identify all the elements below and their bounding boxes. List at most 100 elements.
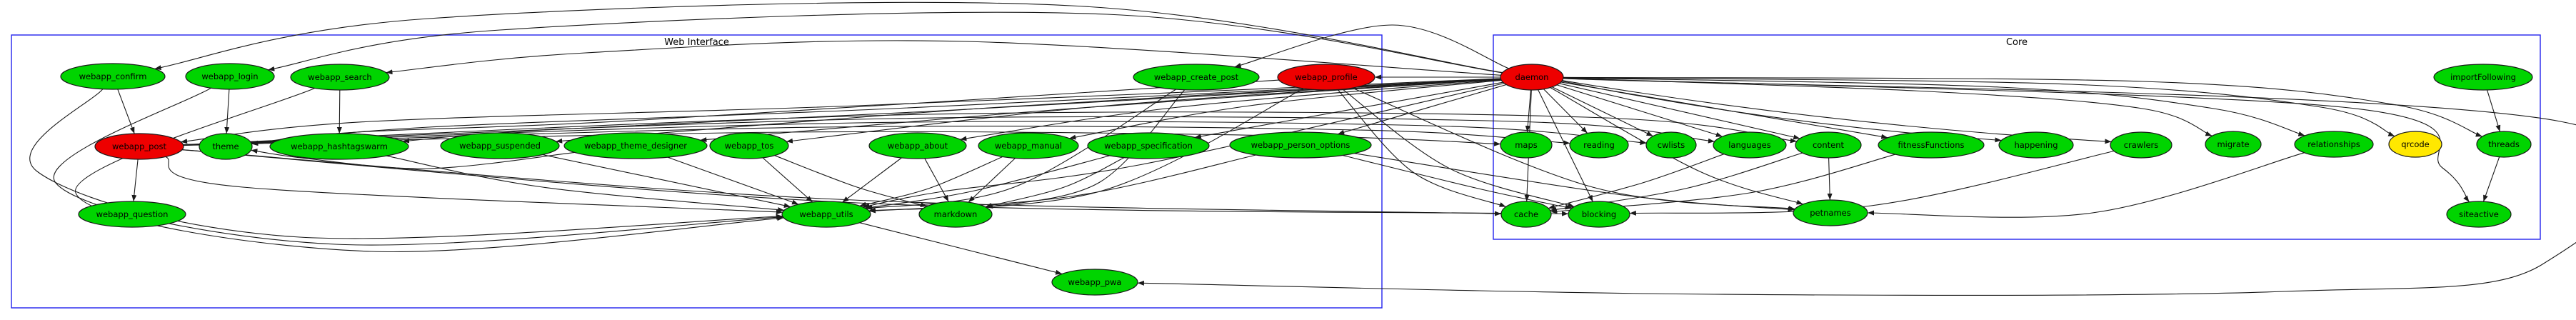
node-ellipse-petnames — [1793, 199, 1868, 226]
edge-daemon-webapp_specification — [1194, 81, 1503, 139]
node-ellipse-webapp_tos — [709, 132, 789, 159]
node-ellipse-maps — [1500, 131, 1553, 159]
edge-webapp_utils-webapp_pwa — [859, 222, 1063, 275]
edge-webapp_create_post-markdown — [986, 89, 1186, 209]
node-happening: happening — [1998, 131, 2074, 159]
node-ellipse-importFollowing — [2433, 64, 2533, 91]
node-label-webapp_utils: webapp_utils — [799, 209, 853, 219]
edge-webapp_suspended-webapp_utils — [542, 154, 791, 208]
node-label-webapp_suspended: webapp_suspended — [459, 141, 541, 151]
node-ellipse-webapp_specification — [1087, 132, 1210, 159]
node-label-reading: reading — [1583, 140, 1615, 150]
edge-daemon-webapp_pwa — [1137, 78, 2576, 296]
edge-webapp_post-webapp_question — [131, 159, 139, 202]
edge-daemon-qrcode — [1563, 77, 2395, 137]
edge-daemon-siteactive — [1563, 78, 2470, 203]
edge-webapp_search-webapp_hashtagswarm — [336, 89, 342, 134]
cluster-box-web — [11, 34, 1383, 309]
node-label-webapp_tos: webapp_tos — [725, 141, 774, 151]
node-label-webapp_login: webapp_login — [201, 71, 258, 81]
node-ellipse-migrate — [2205, 131, 2262, 158]
node-fitnessFunctions: fitnessFunctions — [1878, 131, 1985, 159]
node-ellipse-reading — [1569, 131, 1629, 159]
node-webapp_suspended: webapp_suspended — [440, 132, 560, 159]
node-ellipse-relationships — [2294, 131, 2374, 158]
node-ellipse-daemon — [1500, 64, 1564, 91]
node-webapp_search: webapp_search — [290, 64, 390, 91]
node-label-webapp_create_post: webapp_create_post — [1154, 72, 1239, 82]
edge-webapp_confirm-webapp_post — [117, 89, 135, 134]
node-label-content: content — [1813, 140, 1845, 150]
node-webapp_post: webapp_post — [94, 133, 184, 160]
node-webapp_utils: webapp_utils — [781, 201, 871, 228]
node-label-relationships: relationships — [2307, 139, 2360, 149]
edge-webapp_tos-markdown — [774, 155, 927, 207]
node-ellipse-webapp_theme_designer — [563, 132, 708, 159]
node-daemon: daemon — [1500, 64, 1564, 91]
node-ellipse-siteactive — [2446, 201, 2512, 228]
edge-daemon-webapp_suspended — [556, 78, 1501, 144]
node-ellipse-webapp_create_post — [1133, 64, 1260, 91]
node-webapp_confirm: webapp_confirm — [60, 63, 166, 90]
node-ellipse-fitnessFunctions — [1878, 131, 1985, 159]
node-label-languages: languages — [1728, 140, 1771, 150]
edge-daemon-webapp_login — [268, 11, 1503, 74]
node-label-webapp_pwa: webapp_pwa — [1068, 277, 1122, 287]
edge-crawlers-blocking — [1629, 150, 2115, 216]
node-cwlists: cwlists — [1645, 131, 1697, 159]
edge-daemon-cwlists — [1552, 86, 1653, 137]
node-ellipse-happening — [1998, 131, 2074, 159]
node-label-fitnessFunctions: fitnessFunctions — [1898, 140, 1964, 150]
node-label-theme: theme — [212, 141, 239, 151]
node-ellipse-markdown — [918, 201, 993, 228]
node-importFollowing: importFollowing — [2433, 64, 2533, 91]
edge-webapp_specification-markdown — [985, 157, 1125, 208]
edge-daemon-webapp_theme_designer — [700, 79, 1501, 143]
edge-webapp_manual-webapp_utils — [859, 156, 1003, 207]
node-webapp_person_options: webapp_person_options — [1229, 131, 1372, 159]
node-webapp_about: webapp_about — [868, 132, 967, 159]
edge-daemon-webapp_create_post — [1234, 24, 1509, 69]
node-ellipse-webapp_question — [78, 201, 186, 228]
node-label-markdown: markdown — [934, 209, 978, 219]
edge-daemon-blocking — [1538, 89, 1593, 202]
node-ellipse-cwlists — [1645, 131, 1697, 159]
edge-daemon-webapp_post — [181, 78, 1501, 144]
edge-webapp_person_options-webapp_utils — [869, 154, 1256, 214]
node-content: content — [1795, 131, 1862, 159]
node-label-blocking: blocking — [1582, 209, 1616, 219]
node-ellipse-blocking — [1568, 201, 1630, 228]
edge-daemon-webapp_utils — [863, 83, 1505, 209]
node-ellipse-crawlers — [2110, 131, 2172, 159]
edge-daemon-reading — [1543, 89, 1588, 134]
node-ellipse-content — [1795, 131, 1862, 159]
edge-webapp_person_options-petnames — [1354, 153, 1795, 212]
node-label-webapp_question: webapp_question — [96, 209, 169, 219]
node-label-petnames: petnames — [1810, 208, 1851, 218]
edge-importFollowing-threads — [2486, 89, 2501, 132]
edge-daemon-content — [1559, 83, 1800, 140]
edge-daemon-webapp_search — [386, 40, 1501, 76]
node-siteactive: siteactive — [2446, 201, 2512, 228]
node-layer: webapp_confirm webapp_login webapp_search w… — [60, 63, 2533, 296]
edge-webapp_person_options-blocking — [1342, 154, 1572, 210]
edge-daemon-webapp_manual — [1069, 79, 1502, 140]
edge-daemon-webapp_person_options — [1338, 84, 1507, 135]
node-label-webapp_specification: webapp_specification — [1104, 141, 1193, 151]
node-maps: maps — [1500, 131, 1553, 159]
node-label-webapp_theme_designer: webapp_theme_designer — [584, 141, 687, 151]
node-markdown: markdown — [918, 201, 993, 228]
node-ellipse-threads — [2476, 131, 2532, 158]
node-migrate: migrate — [2205, 131, 2262, 158]
edge-webapp_about-webapp_utils — [842, 157, 902, 203]
node-ellipse-webapp_profile — [1277, 64, 1375, 91]
node-label-happening: happening — [2014, 140, 2058, 150]
node-languages: languages — [1713, 131, 1787, 159]
node-webapp_create_post: webapp_create_post — [1133, 64, 1260, 91]
node-blocking: blocking — [1568, 201, 1630, 228]
node-webapp_tos: webapp_tos — [709, 132, 789, 159]
node-reading: reading — [1569, 131, 1629, 159]
node-label-webapp_about: webapp_about — [888, 141, 948, 151]
edge-content-petnames — [1827, 157, 1833, 201]
node-ellipse-webapp_hashtagswarm — [269, 133, 409, 160]
